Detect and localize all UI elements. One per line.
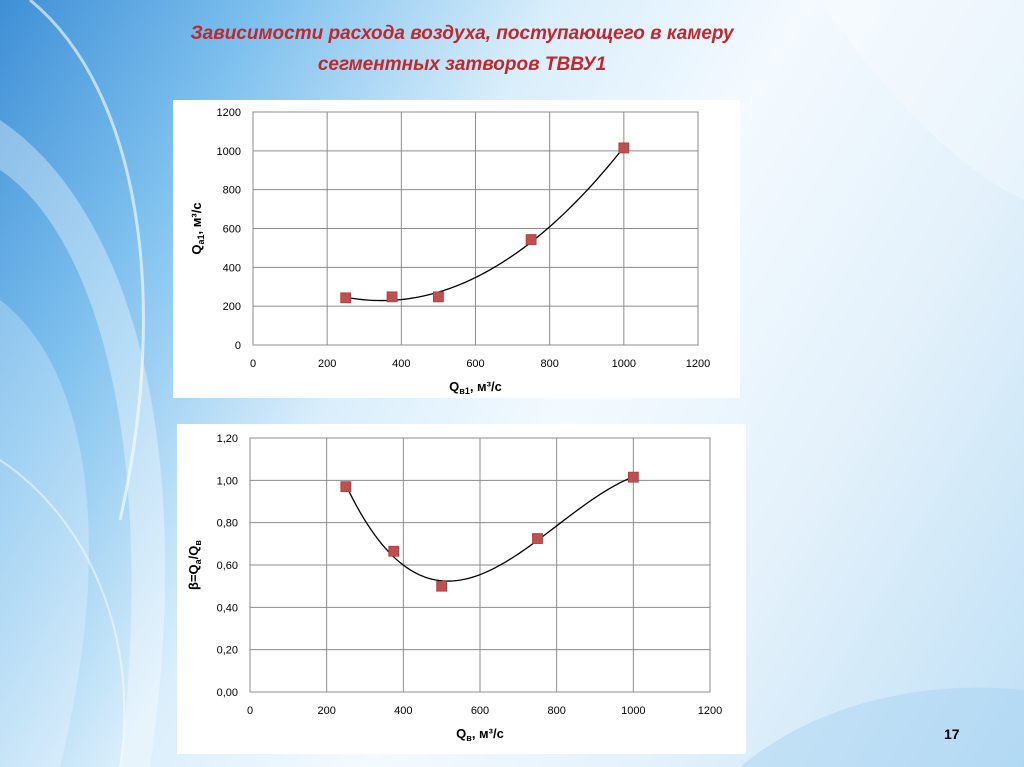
chart-2: 0 200 400 600 800 1000 1200 0,00 0,20 0,40 0,60 0,8…: [186, 433, 722, 743]
plot-area: [249, 437, 711, 693]
y-tick-label: 400: [223, 262, 241, 274]
y-tick-label: 0,20: [217, 645, 238, 657]
y-axis-label: Qа1, м³/с: [189, 202, 206, 254]
data-point: [525, 234, 537, 245]
chart-1: 0 200 400 600 800 1000 1200 0 200 400 600 800 1000 12…: [189, 107, 710, 396]
x-tick-label: 0: [250, 358, 256, 370]
x-tick-label: 600: [471, 705, 489, 717]
data-point: [340, 292, 352, 304]
data-point: [627, 471, 639, 483]
slide-title: Зависимости расхода воздуха, поступающег…: [100, 18, 824, 80]
y-tick-label: 0,80: [217, 518, 238, 530]
y-tick-label: 200: [223, 301, 241, 313]
y-tick-label: 0,00: [217, 687, 238, 699]
y-tick-label: 800: [223, 185, 241, 197]
page-number: 17: [944, 726, 960, 742]
chart-panel-1: 0 200 400 600 800 1000 1200 0 200 400 600 800 1000 12…: [173, 100, 740, 398]
title-line-2: сегментных затворов ТВВУ1: [317, 54, 607, 75]
x-tick-label: 1000: [612, 358, 636, 370]
data-point: [436, 580, 448, 592]
data-point: [340, 481, 352, 493]
y-tick-label: 0,40: [217, 602, 238, 614]
x-tick-label: 200: [318, 358, 336, 370]
x-tick-label: 1200: [686, 358, 710, 370]
x-tick-label: 800: [540, 358, 558, 370]
data-point: [532, 533, 543, 544]
y-tick-label: 1,00: [217, 475, 238, 487]
trendline: [345, 476, 634, 582]
title-line-1: Зависимости расхода воздуха, поступающег…: [190, 23, 734, 44]
x-axis-label: Qв, м³/с: [456, 726, 504, 743]
x-tick-label: 400: [392, 358, 410, 370]
x-tick-label: 1000: [621, 705, 645, 717]
x-axis-label: Qв1, м³/с: [449, 379, 502, 396]
data-point: [388, 545, 400, 557]
x-tick-label: 0: [247, 705, 253, 717]
y-axis-label: β=Qа/Qв: [186, 540, 203, 590]
x-tick-label: 800: [547, 705, 565, 717]
plot-area: [252, 111, 699, 346]
y-tick-label: 1000: [217, 146, 241, 158]
y-tick-label: 0,60: [217, 560, 238, 572]
chart-panel-2: 0 200 400 600 800 1000 1200 0,00 0,20 0,40 0,60 0,8…: [177, 424, 746, 754]
data-point: [618, 142, 630, 154]
x-tick-label: 600: [466, 358, 484, 370]
y-tick-label: 0: [235, 340, 241, 352]
x-tick-label: 1200: [698, 705, 722, 717]
y-tick-label: 1,20: [217, 433, 238, 445]
trendline: [345, 146, 625, 302]
data-point: [386, 291, 398, 303]
x-tick-label: 200: [317, 705, 335, 717]
y-tick-label: 600: [223, 224, 241, 236]
y-tick-label: 1200: [217, 107, 241, 119]
x-tick-label: 400: [394, 705, 412, 717]
data-point: [433, 291, 444, 303]
